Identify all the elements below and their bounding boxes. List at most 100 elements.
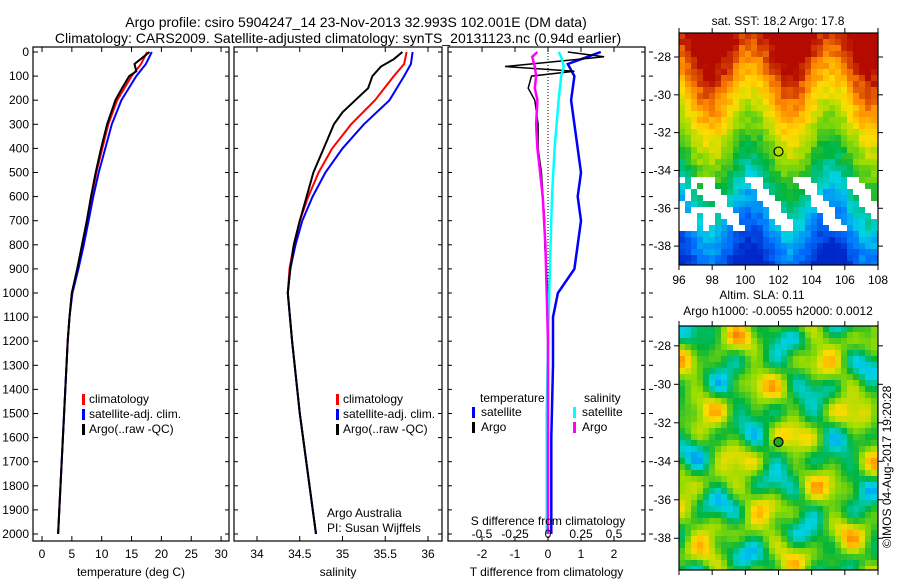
map-cell bbox=[799, 368, 805, 374]
map-cell bbox=[733, 326, 739, 332]
map-cell bbox=[745, 380, 751, 386]
map-cell bbox=[715, 338, 721, 344]
series-line-argo-raw-qc- bbox=[286, 51, 404, 535]
map-cell bbox=[727, 458, 733, 464]
map-cell bbox=[811, 500, 817, 506]
legend-swatch bbox=[472, 422, 475, 433]
map-cell bbox=[859, 93, 865, 99]
map-cell bbox=[685, 111, 691, 117]
map-cell bbox=[685, 135, 691, 141]
sla-map bbox=[674, 321, 883, 575]
map-cell bbox=[781, 554, 787, 560]
map-cell bbox=[715, 57, 721, 63]
map-cell bbox=[751, 195, 757, 201]
map-cell bbox=[823, 452, 829, 458]
map-cell bbox=[793, 374, 799, 380]
map-cell bbox=[859, 428, 865, 434]
map-cell bbox=[853, 45, 859, 51]
map-cell bbox=[679, 213, 685, 219]
map-cell bbox=[745, 213, 751, 219]
map-cell bbox=[847, 476, 853, 482]
map-cell bbox=[703, 398, 709, 404]
map-cell bbox=[715, 530, 721, 536]
map-cell bbox=[751, 105, 757, 111]
map-cell bbox=[715, 350, 721, 356]
map-cell bbox=[709, 464, 715, 470]
map-cell bbox=[685, 560, 691, 566]
map-cell bbox=[871, 147, 877, 153]
map-cell bbox=[709, 33, 715, 39]
map-cell bbox=[703, 261, 709, 265]
map-cell bbox=[865, 506, 871, 512]
map-cell bbox=[697, 123, 703, 129]
map-cell bbox=[763, 410, 769, 416]
legend-label: satellite bbox=[481, 405, 522, 419]
map-cell bbox=[859, 488, 865, 494]
map-cell bbox=[697, 524, 703, 530]
map-cell bbox=[733, 165, 739, 171]
map-cell bbox=[721, 512, 727, 518]
map-cell bbox=[781, 87, 787, 93]
map-cell bbox=[727, 57, 733, 63]
map-cell bbox=[835, 33, 841, 39]
map-cell bbox=[763, 470, 769, 476]
map-cell bbox=[679, 488, 685, 494]
map-cell bbox=[835, 45, 841, 51]
map-cell bbox=[751, 165, 757, 171]
map-cell bbox=[787, 93, 793, 99]
map-cell bbox=[679, 482, 685, 488]
map-cell bbox=[793, 159, 799, 165]
map-cell bbox=[805, 524, 811, 530]
map-cell bbox=[835, 105, 841, 111]
map-cell bbox=[679, 231, 685, 237]
map-cell bbox=[715, 171, 721, 177]
map-cell bbox=[781, 470, 787, 476]
map-cell bbox=[799, 530, 805, 536]
map-cell bbox=[817, 488, 823, 494]
map-cell bbox=[727, 69, 733, 75]
map-cell bbox=[697, 512, 703, 518]
map-cell bbox=[727, 386, 733, 392]
map-cell bbox=[691, 123, 697, 129]
map-cell bbox=[793, 446, 799, 452]
map-cell bbox=[823, 183, 829, 189]
map-cell bbox=[769, 147, 775, 153]
map-cell bbox=[853, 39, 859, 45]
depth-tick-label: 1400 bbox=[2, 382, 29, 396]
map-cell bbox=[787, 428, 793, 434]
map-cell bbox=[847, 141, 853, 147]
map-cell bbox=[703, 326, 709, 332]
map-cell bbox=[739, 446, 745, 452]
map-cell bbox=[859, 422, 865, 428]
map-cell bbox=[781, 440, 787, 446]
map-cell bbox=[709, 446, 715, 452]
map-cell bbox=[727, 452, 733, 458]
map-cell bbox=[859, 129, 865, 135]
map-cell bbox=[685, 153, 691, 159]
map-cell bbox=[799, 207, 805, 213]
map-cell bbox=[745, 434, 751, 440]
map-cell bbox=[865, 440, 871, 446]
map-cell bbox=[733, 45, 739, 51]
map-cell bbox=[733, 404, 739, 410]
map-cell bbox=[853, 69, 859, 75]
map-cell bbox=[679, 326, 685, 332]
map-cell bbox=[763, 494, 769, 500]
map-cell bbox=[745, 470, 751, 476]
map-cell bbox=[793, 117, 799, 123]
map-cell bbox=[817, 416, 823, 422]
map-cell bbox=[679, 344, 685, 350]
map-cell bbox=[691, 237, 697, 243]
map-cell bbox=[817, 141, 823, 147]
map-cell bbox=[853, 99, 859, 105]
map-cell bbox=[763, 237, 769, 243]
x-tick-label: 30 bbox=[214, 547, 228, 561]
map-cell bbox=[679, 404, 685, 410]
map-cell bbox=[811, 512, 817, 518]
map-cell bbox=[751, 51, 757, 57]
map-cell bbox=[739, 356, 745, 362]
map-cell bbox=[799, 63, 805, 69]
map-cell bbox=[745, 566, 751, 570]
map-cell bbox=[703, 524, 709, 530]
map-cell bbox=[769, 428, 775, 434]
